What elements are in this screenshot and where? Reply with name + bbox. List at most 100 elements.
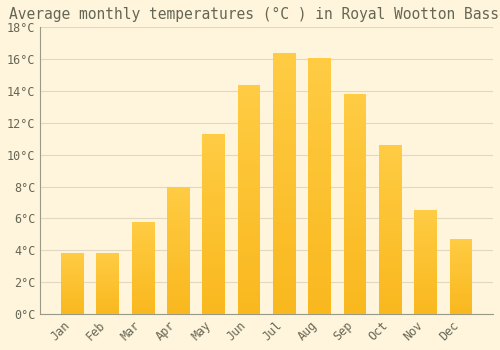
Bar: [61, 268, 84, 270]
Bar: [96, 288, 119, 290]
Bar: [308, 275, 331, 282]
Bar: [308, 70, 331, 77]
Bar: [202, 264, 225, 269]
Bar: [238, 170, 260, 176]
Bar: [379, 154, 402, 158]
Bar: [450, 295, 472, 297]
Bar: [450, 256, 472, 258]
Bar: [450, 245, 472, 246]
Bar: [96, 287, 119, 288]
Bar: [167, 266, 190, 269]
Bar: [132, 222, 154, 224]
Bar: [132, 254, 154, 256]
Bar: [167, 298, 190, 301]
Bar: [450, 289, 472, 292]
Bar: [167, 301, 190, 304]
Bar: [132, 231, 154, 233]
Bar: [167, 308, 190, 311]
Bar: [132, 272, 154, 275]
Bar: [344, 220, 366, 226]
Bar: [450, 271, 472, 273]
Bar: [344, 275, 366, 281]
Bar: [96, 281, 119, 282]
Bar: [273, 92, 296, 98]
Bar: [167, 288, 190, 292]
Bar: [132, 247, 154, 249]
Bar: [96, 255, 119, 257]
Bar: [202, 300, 225, 305]
Bar: [450, 239, 472, 241]
Bar: [414, 273, 437, 275]
Bar: [414, 213, 437, 216]
Bar: [61, 293, 84, 294]
Bar: [61, 287, 84, 288]
Bar: [414, 278, 437, 280]
Bar: [167, 187, 190, 314]
Bar: [238, 251, 260, 257]
Bar: [96, 257, 119, 258]
Bar: [379, 225, 402, 230]
Bar: [450, 250, 472, 252]
Bar: [414, 265, 437, 267]
Bar: [379, 179, 402, 183]
Bar: [450, 278, 472, 280]
Bar: [202, 282, 225, 287]
Bar: [238, 262, 260, 268]
Bar: [96, 290, 119, 291]
Bar: [61, 253, 84, 314]
Bar: [202, 134, 225, 139]
Bar: [273, 170, 296, 177]
Bar: [414, 218, 437, 221]
Bar: [167, 202, 190, 205]
Bar: [61, 255, 84, 257]
Bar: [132, 238, 154, 240]
Bar: [202, 147, 225, 152]
Bar: [167, 209, 190, 212]
Bar: [308, 282, 331, 288]
Bar: [96, 302, 119, 303]
Bar: [61, 253, 84, 255]
Bar: [96, 272, 119, 273]
Bar: [273, 190, 296, 196]
Bar: [238, 205, 260, 211]
Bar: [238, 216, 260, 222]
Bar: [202, 202, 225, 206]
Bar: [132, 300, 154, 302]
Bar: [273, 105, 296, 112]
Bar: [379, 187, 402, 191]
Bar: [96, 270, 119, 272]
Bar: [132, 304, 154, 307]
Bar: [167, 285, 190, 288]
Bar: [202, 139, 225, 143]
Bar: [238, 90, 260, 96]
Bar: [238, 302, 260, 308]
Bar: [96, 278, 119, 279]
Bar: [202, 269, 225, 273]
Bar: [132, 252, 154, 254]
Bar: [414, 298, 437, 301]
Bar: [202, 156, 225, 161]
Bar: [450, 260, 472, 261]
Bar: [379, 280, 402, 284]
Bar: [202, 179, 225, 183]
Bar: [344, 298, 366, 303]
Bar: [96, 296, 119, 297]
Bar: [238, 85, 260, 314]
Bar: [308, 109, 331, 115]
Bar: [132, 302, 154, 304]
Bar: [344, 100, 366, 105]
Bar: [308, 83, 331, 90]
Bar: [96, 253, 119, 255]
Bar: [132, 265, 154, 268]
Bar: [414, 283, 437, 286]
Bar: [132, 245, 154, 247]
Bar: [344, 155, 366, 160]
Bar: [344, 231, 366, 237]
Bar: [379, 284, 402, 288]
Bar: [61, 291, 84, 293]
Bar: [61, 285, 84, 287]
Bar: [379, 230, 402, 234]
Bar: [202, 183, 225, 188]
Bar: [238, 153, 260, 159]
Bar: [344, 259, 366, 265]
